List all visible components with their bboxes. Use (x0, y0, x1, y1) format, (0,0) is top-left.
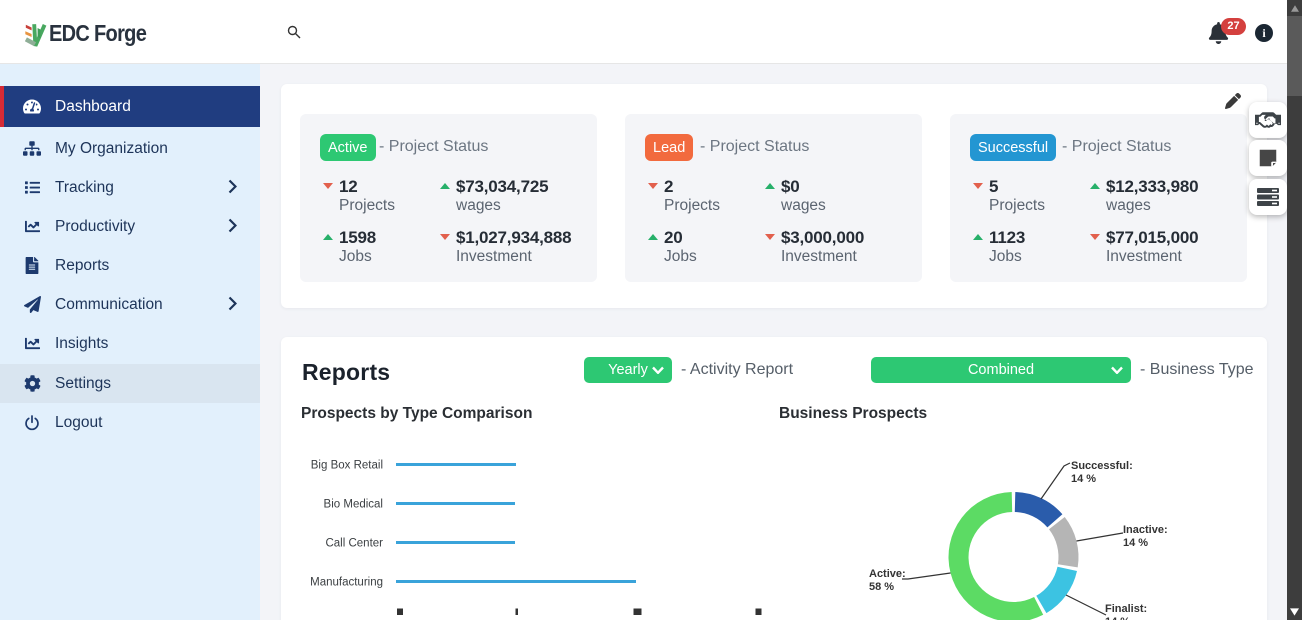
svg-text:Call Center: Call Center (325, 538, 383, 550)
svg-text:Successful:: Successful: (1071, 460, 1133, 472)
svg-text:Big Box Retail: Big Box Retail (311, 460, 383, 472)
svg-text:Active:: Active: (869, 568, 906, 580)
svg-text:Bio Medical: Bio Medical (324, 499, 383, 511)
svg-text:58 %: 58 % (869, 581, 894, 593)
svg-text:Inactive:: Inactive: (1123, 524, 1168, 536)
svg-text:14 %: 14 % (1105, 616, 1130, 620)
svg-text:14 %: 14 % (1071, 473, 1096, 485)
svg-text:14 %: 14 % (1123, 537, 1148, 549)
svg-text:Manufacturing: Manufacturing (310, 577, 383, 589)
svg-text:Finalist:: Finalist: (1105, 603, 1147, 615)
